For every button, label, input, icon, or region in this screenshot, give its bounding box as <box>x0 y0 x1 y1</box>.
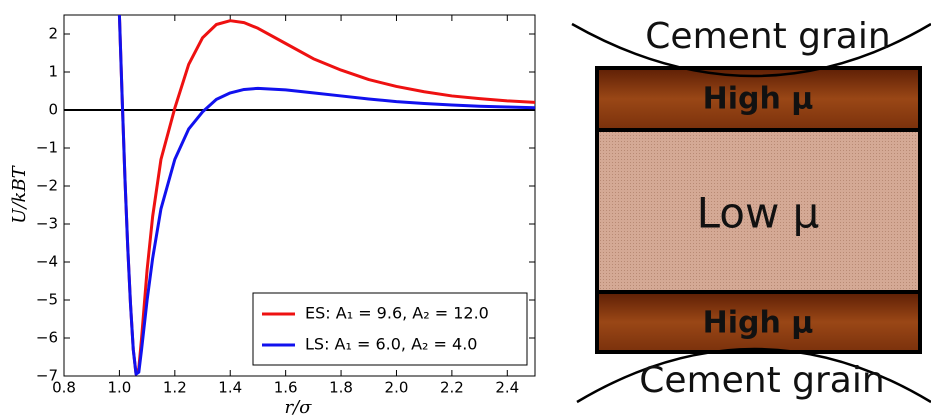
y-tick-label: 0 <box>48 101 58 119</box>
x-tick-label: 2.0 <box>385 379 409 397</box>
y-tick-label: −2 <box>36 177 58 195</box>
diagram: Cement grain High μ Low μ High μ Cement … <box>572 16 931 402</box>
legend-label: LS: A₁ = 6.0, A₂ = 4.0 <box>305 335 477 354</box>
x-tick-label: 1.8 <box>329 379 353 397</box>
x-tick-label: 2.2 <box>440 379 464 397</box>
legend-label: ES: A₁ = 9.6, A₂ = 12.0 <box>305 304 489 323</box>
x-tick-label: 1.2 <box>163 379 187 397</box>
x-tick-label: 1.4 <box>218 379 242 397</box>
layer-label: Low μ <box>697 189 820 238</box>
bottom-grain-label: Cement grain <box>639 360 884 401</box>
y-tick-label: −3 <box>36 215 58 233</box>
top-grain-label: Cement grain <box>645 16 890 57</box>
y-tick-label: 2 <box>48 25 58 43</box>
x-axis-label: r/σ <box>285 397 313 418</box>
x-tick-label: 0.8 <box>52 379 76 397</box>
y-axis-label: U/kBT <box>9 164 30 223</box>
y-tick-label: −6 <box>36 329 58 347</box>
layer-label: High μ <box>703 306 814 341</box>
page: r/σ U/kBT −7−6−5−4−3−2−10120.81.01.21.41… <box>0 0 931 420</box>
y-tick-label: −4 <box>36 253 58 271</box>
layer-label: High μ <box>703 82 814 117</box>
x-tick-label: 2.4 <box>495 379 519 397</box>
x-tick-label: 1.0 <box>107 379 131 397</box>
y-tick-label: 1 <box>48 63 58 81</box>
y-tick-label: −1 <box>36 139 58 157</box>
x-tick-label: 1.6 <box>274 379 298 397</box>
figure: r/σ U/kBT −7−6−5−4−3−2−10120.81.01.21.41… <box>0 0 931 420</box>
y-tick-label: −5 <box>36 291 58 309</box>
